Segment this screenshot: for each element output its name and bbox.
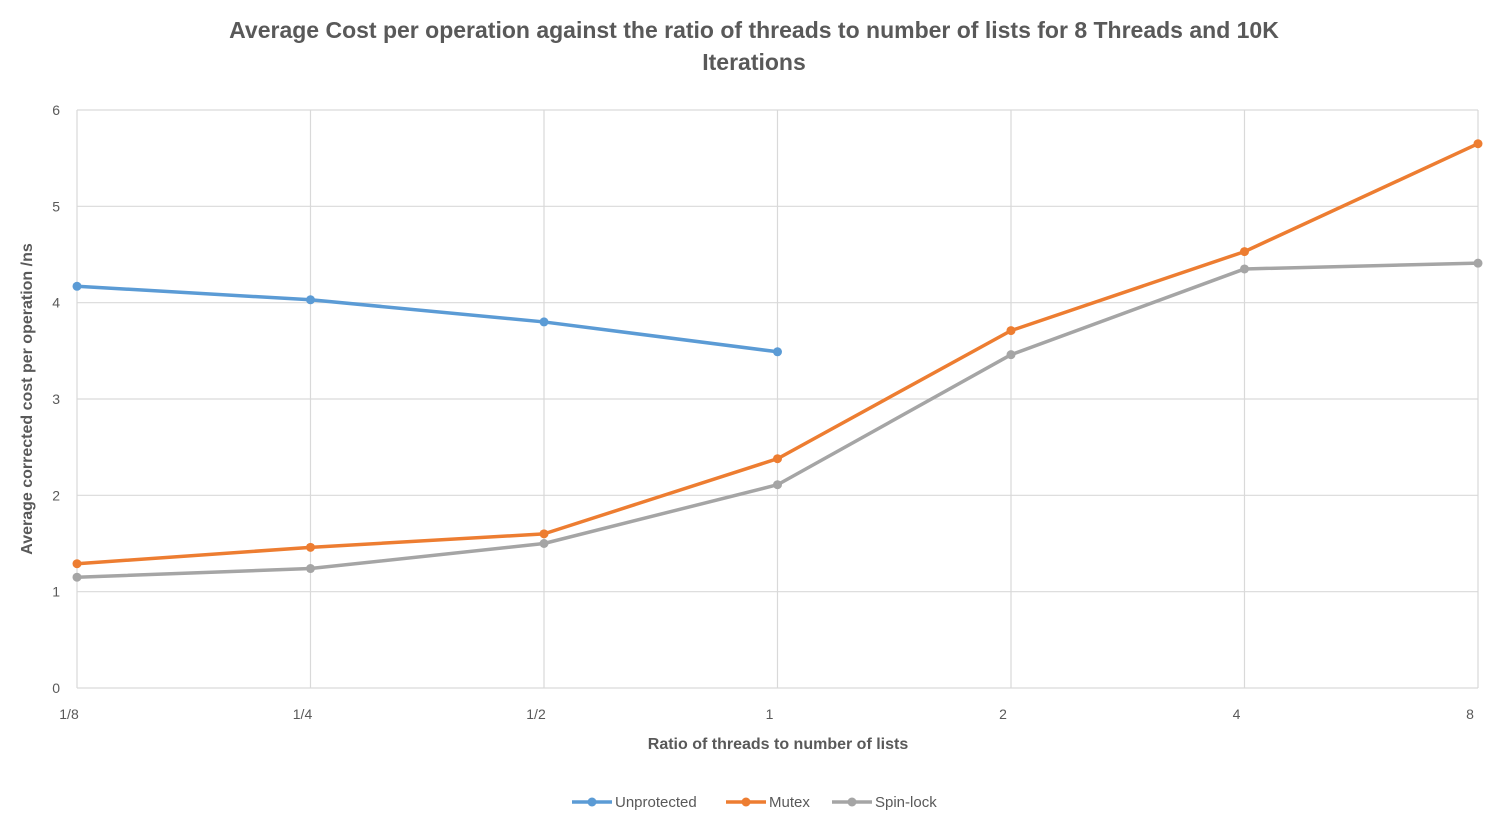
x-tick-label: 1/4 xyxy=(293,706,313,722)
data-point xyxy=(539,539,549,548)
data-point xyxy=(306,295,315,305)
data-point xyxy=(773,480,782,490)
y-tick-label: 0 xyxy=(52,680,60,696)
chart-title-line-2: Iterations xyxy=(702,49,806,75)
series-spin-lock xyxy=(72,258,1483,582)
x-tick-label: 4 xyxy=(1233,706,1241,722)
legend-swatch-marker xyxy=(847,797,857,807)
x-axis-ticks: 1/8 1/4 1/2 1 2 4 8 xyxy=(59,706,1474,722)
x-tick-label: 1/2 xyxy=(526,706,546,722)
legend-item-mutex: Mutex xyxy=(726,794,810,811)
legend-item-unprotected: Unprotected xyxy=(572,794,697,811)
data-point xyxy=(72,572,82,582)
legend-label: Mutex xyxy=(769,794,810,811)
data-point xyxy=(72,559,82,569)
series-mutex xyxy=(72,139,1483,569)
data-point xyxy=(306,564,315,574)
x-tick-label: 8 xyxy=(1466,706,1474,722)
x-tick-label: 2 xyxy=(999,706,1007,722)
gridlines xyxy=(76,109,1479,689)
legend-label: Unprotected xyxy=(615,794,697,811)
x-tick-label: 1/8 xyxy=(59,706,79,722)
data-point xyxy=(539,317,549,327)
y-axis-ticks: 0 1 2 3 4 5 6 xyxy=(52,102,60,696)
legend-swatch-marker xyxy=(741,797,751,807)
data-point xyxy=(773,454,782,464)
legend-swatch-marker xyxy=(587,797,597,807)
data-point xyxy=(1473,139,1483,149)
x-axis-title: Ratio of threads to number of lists xyxy=(648,736,909,753)
y-tick-label: 3 xyxy=(52,391,60,407)
y-tick-label: 4 xyxy=(52,295,60,311)
series-lines xyxy=(72,139,1483,582)
x-tick-label: 1 xyxy=(766,706,774,722)
data-point xyxy=(1240,247,1249,257)
data-point xyxy=(1240,264,1249,274)
y-axis-title: Average corrected cost per operation /ns xyxy=(19,243,36,555)
series-line xyxy=(75,284,780,354)
data-point xyxy=(1006,326,1016,336)
y-tick-label: 5 xyxy=(52,198,60,214)
legend-item-spin-lock: Spin-lock xyxy=(832,794,937,811)
chart-title-line-1: Average Cost per operation against the r… xyxy=(229,17,1279,43)
data-point xyxy=(773,347,782,357)
legend: Unprotected Mutex Spin-lock xyxy=(572,794,937,811)
data-point xyxy=(1006,350,1016,360)
data-point xyxy=(306,542,315,552)
y-tick-label: 2 xyxy=(52,487,60,503)
series-unprotected xyxy=(72,281,782,357)
data-point xyxy=(72,281,82,291)
y-tick-label: 1 xyxy=(52,584,60,600)
data-point xyxy=(1473,258,1483,268)
y-tick-label: 6 xyxy=(52,102,60,118)
data-point xyxy=(539,529,549,539)
legend-label: Spin-lock xyxy=(875,794,937,811)
